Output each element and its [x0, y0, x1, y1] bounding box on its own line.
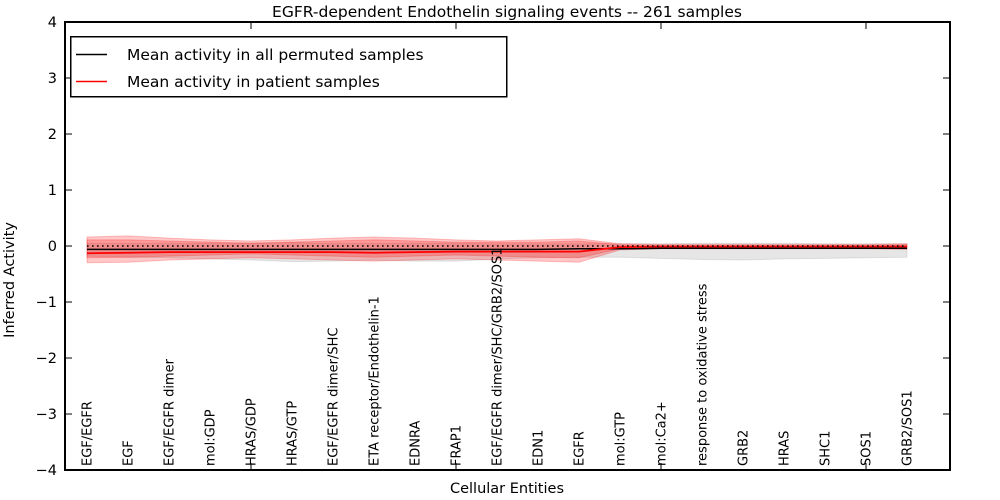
patient-mean-line [86, 245, 907, 255]
y-tick-label: 1 [48, 183, 57, 199]
y-tick-label: −4 [36, 463, 57, 479]
x-category-label-layer: EGF/EGFR EGF EGF/EGFR dimer mol:GDP HRAS/GDP… [81, 248, 916, 467]
legend-label-patient: Mean activity in patient samples [127, 73, 380, 91]
y-tick-label: 4 [48, 15, 57, 31]
legend-box [69, 35, 508, 98]
x-category-label: HRAS/GTP [286, 401, 301, 466]
x-category-label: mol:GDP [204, 409, 219, 466]
x-category-label: HRAS/GDP [245, 398, 260, 466]
legend-item-patient: Mean activity in patient samples [76, 73, 380, 91]
y-tick-label: 2 [48, 127, 57, 143]
line-layer [86, 245, 907, 255]
x-category-label: response to oxidative stress [696, 283, 711, 466]
tick-layer [65, 21, 950, 471]
legend-label-permuted: Mean activity in all permuted samples [127, 46, 424, 64]
y-tick-label-layer: 4 3 2 1 0 −1 −2 −3 −4 [36, 15, 57, 479]
x-category-label: SHC1 [819, 431, 834, 466]
x-category-label: EDNRA [409, 421, 424, 466]
legend: Mean activity in all permuted samples Me… [69, 35, 508, 98]
y-tick-label: −2 [36, 351, 57, 367]
y-tick-label: −3 [36, 407, 57, 423]
y-tick-label: 0 [48, 239, 57, 255]
x-category-label: EGF/EGFR [81, 401, 96, 466]
x-category-label: ETA receptor/Endothelin-1 [368, 296, 383, 466]
x-category-label: GRB2/SOS1 [901, 390, 916, 466]
x-axis-label: Cellular Entities [450, 481, 564, 497]
chart-title: EGFR-dependent Endothelin signaling even… [272, 3, 742, 21]
x-category-label: HRAS [778, 431, 793, 466]
y-tick-label: −1 [36, 295, 57, 311]
x-category-label: EGF/EGFR dimer [163, 358, 178, 466]
y-axis-label: Inferred Activity [2, 222, 18, 338]
x-category-label: EDN1 [532, 430, 547, 466]
x-category-label: EGF/EGFR dimer/SHC/GRB2/SOS1 [491, 248, 506, 467]
x-category-label: SOS1 [860, 431, 875, 466]
y-tick-label: 3 [48, 71, 57, 87]
x-category-label: GRB2 [737, 430, 752, 466]
x-category-label: EGF [122, 440, 137, 466]
x-category-label: EGF/EGFR dimer/SHC [327, 328, 342, 466]
legend-item-permuted: Mean activity in all permuted samples [76, 46, 424, 64]
permuted-mean-line [87, 247, 907, 251]
x-category-label: FRAP1 [450, 425, 465, 466]
x-category-label: EGFR [573, 431, 588, 466]
x-category-label: mol:Ca2+ [655, 401, 670, 466]
x-category-label: mol:GTP [614, 412, 629, 466]
